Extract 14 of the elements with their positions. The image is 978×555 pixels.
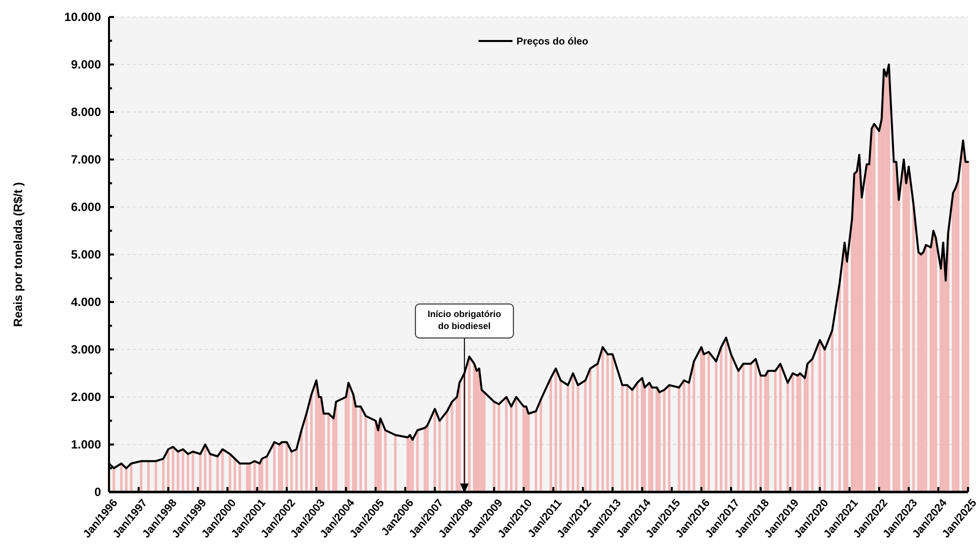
y-tick-label: 1.000	[70, 438, 102, 452]
y-tick-label: 0	[94, 485, 102, 500]
annotation: Início obrigatório do biodiesel	[428, 309, 502, 331]
y-tick-label: 9.000	[70, 58, 102, 72]
y-axis-title: Reais por tonelada (R$/t )	[11, 182, 25, 327]
y-tick-label: 5.000	[70, 248, 102, 262]
legend-label: Preços do óleo	[516, 36, 588, 48]
y-tick-label: 8.000	[70, 105, 102, 120]
y-tick-label: 4.000	[70, 295, 102, 310]
y-tick-label: 6.000	[70, 200, 102, 214]
y-tick-label: 10.000	[64, 10, 102, 24]
y-tick-label: 2.000	[70, 390, 102, 404]
y-tick-label: 7.000	[70, 152, 102, 167]
y-tick-label: 3.000	[70, 342, 102, 357]
